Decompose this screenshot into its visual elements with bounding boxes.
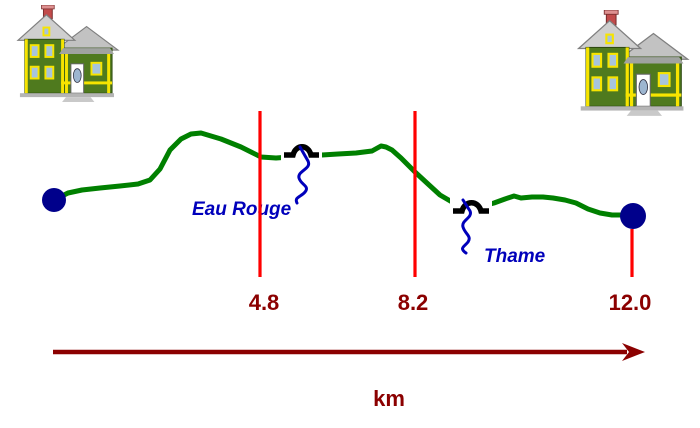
axis-arrow [53,343,645,361]
river-thame [461,198,472,255]
bridge-icon [450,196,492,219]
distance-label-8-2: 8.2 [397,290,429,315]
distance-label-12-0: 12.0 [608,290,652,315]
axis-unit-label: km [373,386,405,411]
river-label-eau-rouge: Eau Rouge [192,199,292,220]
distance-label-4-8: 4.8 [248,290,280,315]
route-end-dot [620,203,646,229]
route-path [51,130,636,219]
route-start-dot [42,188,66,212]
river-eau-rouge [294,145,311,205]
end-house-icon [571,10,691,117]
river-label-thame: Thame [484,246,546,267]
start-house-icon [12,5,120,103]
